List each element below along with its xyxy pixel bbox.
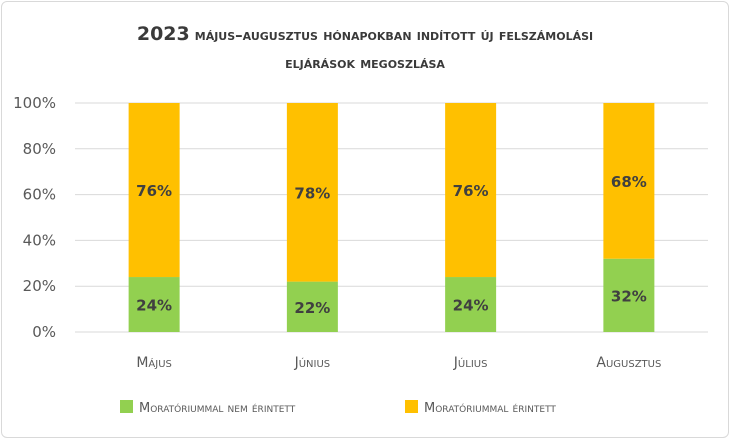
x-category-label: Augusztus	[596, 355, 661, 371]
legend-label: Moratóriummal nem érintett	[139, 401, 296, 416]
bar-segment	[128, 277, 180, 332]
legend: Moratóriummal nem érintett Moratóriummal …	[120, 400, 556, 416]
bar-segment	[128, 103, 180, 278]
x-axis-categories: Május Június Július Augusztus	[136, 355, 661, 371]
y-tick-label: 0%	[32, 323, 56, 341]
data-label: 76%	[136, 182, 172, 200]
y-tick-label: 40%	[23, 231, 56, 249]
bar-segment	[603, 103, 655, 259]
data-label: 32%	[611, 287, 647, 305]
chart-title-line2: eljárások megoszlása	[285, 54, 445, 72]
legend-swatch	[405, 400, 418, 413]
bar-segment	[445, 277, 497, 332]
x-category-label: Június	[294, 355, 331, 371]
y-tick-label: 80%	[23, 140, 56, 158]
data-label: 24%	[136, 297, 172, 315]
chart-title-line1: 2023 május–augusztus hónapokban indított …	[137, 23, 593, 45]
y-axis-ticks: 0% 20% 40% 60% 80% 100%	[13, 94, 56, 341]
bar-segment	[286, 281, 338, 332]
data-label: 24%	[453, 297, 489, 315]
legend-swatch	[120, 400, 133, 413]
legend-label: Moratóriummal érintett	[424, 401, 556, 416]
chart-title-line1-rest: május–augusztus hónapokban indított új f…	[195, 26, 593, 44]
bar-segment	[603, 258, 655, 332]
data-label: 76%	[453, 182, 489, 200]
x-category-label: Július	[453, 355, 488, 371]
y-tick-label: 20%	[23, 277, 56, 295]
y-tick-label: 100%	[13, 94, 56, 112]
data-label: 68%	[611, 173, 647, 191]
x-category-label: Május	[136, 355, 172, 371]
data-label: 22%	[294, 299, 330, 317]
data-label: 78%	[294, 184, 330, 202]
bar-segment	[286, 103, 338, 282]
bar-segment	[445, 103, 497, 278]
y-tick-label: 60%	[23, 186, 56, 204]
gridlines	[75, 102, 708, 333]
bars: 24% 76% 22% 78% 24% 76% 32% 68%	[128, 103, 655, 332]
